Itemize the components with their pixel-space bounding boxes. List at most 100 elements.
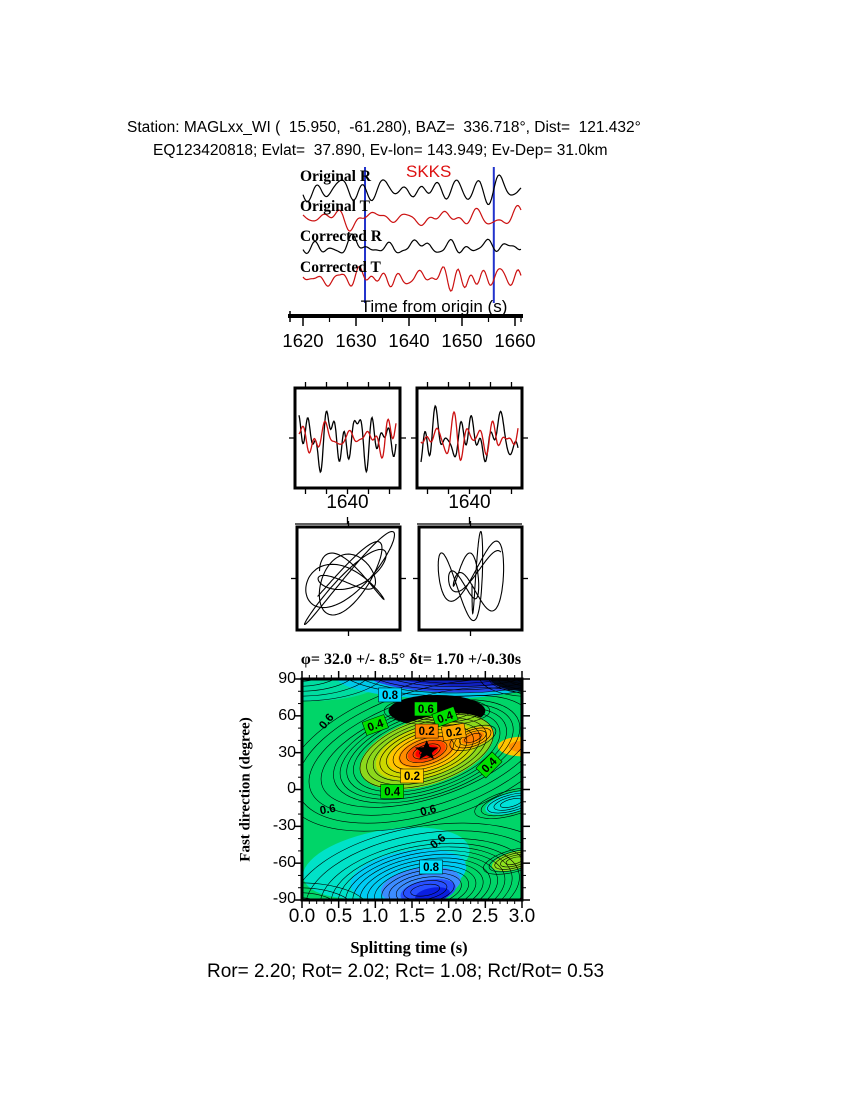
contour-line: [449, 724, 497, 751]
contour-line: [330, 842, 520, 900]
contour-label: 0.8: [378, 687, 402, 703]
seismogram-trace: [302, 204, 522, 232]
event-header-line: EQ123420818; Evlat= 37.890, Ev-lon= 143.…: [153, 142, 608, 159]
y-tick-m30: -30: [272, 817, 296, 834]
time-axis-label: Time from origin (s): [360, 297, 508, 316]
time-tick-1640: 1640: [388, 330, 430, 351]
x-tick-25: 2.5: [471, 906, 499, 927]
y-tick-30: 30: [278, 744, 296, 761]
trace-label-corrected-r: Corrected R: [300, 228, 382, 245]
svg-text:0.8: 0.8: [423, 862, 440, 874]
contour-line: [464, 733, 482, 743]
contour-xlabel: Splitting time (s): [350, 938, 468, 957]
y-tick-m60: -60: [272, 854, 296, 871]
contour-line: [361, 679, 522, 694]
contour-line: [302, 822, 522, 900]
contour-line: [483, 846, 522, 875]
x-tick-05: 0.5: [325, 906, 353, 927]
trace-label-corrected-t: Corrected T: [300, 259, 381, 276]
station-header-line: Station: MAGLxx_WI ( 15.950, -61.280), B…: [127, 119, 641, 136]
seismogram-trace: [302, 233, 522, 255]
contour-line: [407, 679, 505, 684]
particle-motion-curve: [437, 530, 505, 622]
contour-line: [500, 854, 522, 868]
window-trace: [420, 410, 519, 462]
svg-text:0.2: 0.2: [419, 726, 435, 738]
contour-line: [305, 830, 522, 900]
contour-label: 0.6: [419, 803, 438, 819]
contour-line: [454, 727, 492, 749]
x-tick-10: 1.0: [361, 906, 389, 927]
x-tick-30: 3.0: [508, 906, 536, 927]
contour-line: [339, 703, 514, 800]
contour-line: [308, 687, 522, 816]
contour-line: [375, 679, 522, 691]
contour-label: 0.4: [361, 714, 389, 736]
contour-line: [390, 679, 522, 687]
trace-label-original-r: Original R: [300, 168, 372, 185]
contour-line: [320, 695, 522, 808]
contour-label: 0.2: [440, 722, 467, 742]
contour-line: [353, 710, 501, 793]
result-line: Ror= 2.20; Rot= 2.02; Rct= 1.08; Rct/Rot…: [207, 961, 605, 982]
time-tick-1650: 1650: [441, 330, 483, 351]
contour-line: [480, 789, 522, 817]
window-trace: [298, 410, 397, 474]
contour-label: 0.2: [400, 768, 424, 784]
contour-line: [399, 736, 454, 767]
contour-line: [494, 851, 522, 870]
svg-text:0.4: 0.4: [366, 717, 386, 734]
contour-region: [508, 741, 522, 753]
trace-label-original-t: Original T: [300, 198, 370, 215]
time-tick-1630: 1630: [335, 330, 377, 351]
window-left-tick-label: 1640: [326, 492, 369, 513]
x-tick-15: 1.5: [398, 906, 426, 927]
contour-frame: [294, 671, 530, 908]
window-trace: [420, 404, 519, 463]
particle-motion-panels: [291, 521, 528, 636]
contour-label: 0.4: [380, 784, 404, 799]
window-waveform-panels: [289, 382, 528, 525]
svg-text:0.2: 0.2: [404, 771, 420, 783]
contour-line: [488, 849, 522, 873]
time-tick-1660: 1660: [494, 330, 536, 351]
y-tick-0: 0: [287, 780, 296, 797]
best-fit-star: [414, 740, 439, 760]
contour-line: [474, 787, 522, 819]
x-tick-20: 2.0: [435, 906, 463, 927]
contour-line: [302, 679, 522, 824]
contour-line: [395, 876, 455, 900]
x-tick-00: 0.0: [288, 906, 316, 927]
contour-region: [485, 791, 522, 815]
error-surface-contour-map: 0.80.6 0.40.4 0.2 0.20.40.20.40.60.6 0.60.60…: [302, 679, 522, 900]
svg-text:0.6: 0.6: [319, 803, 337, 818]
contour-line: [459, 730, 487, 746]
contour-label: 0.8: [419, 859, 443, 875]
y-tick-90: 90: [278, 670, 296, 687]
svg-text:0.4: 0.4: [384, 786, 401, 798]
svg-text:0.6: 0.6: [419, 803, 438, 819]
svg-text:0.4: 0.4: [436, 709, 456, 726]
trace-panel: [288, 167, 523, 326]
svg-text:0.2: 0.2: [445, 726, 463, 741]
contour-line: [506, 679, 522, 686]
time-tick-1620: 1620: [282, 330, 324, 351]
contour-label: 0.6: [414, 701, 438, 717]
contour-line: [493, 795, 522, 811]
contour-line: [319, 838, 522, 900]
contour-line: [352, 854, 498, 900]
contour-title: φ= 32.0 +/- 8.5° δt= 1.70 +/-0.30s: [300, 651, 522, 668]
contour-label: 0.6: [319, 803, 337, 818]
contour-line: [345, 850, 506, 900]
phase-label-skks: SKKS: [406, 162, 452, 181]
window-trace: [298, 418, 397, 459]
window-right-tick-label: 1640: [448, 492, 491, 513]
y-tick-60: 60: [278, 707, 296, 724]
svg-text:0.8: 0.8: [382, 690, 399, 702]
contour-label: 0.2: [414, 723, 439, 739]
contour-label: 0.4: [431, 706, 459, 728]
particle-motion-curve: [303, 530, 396, 626]
contour-line: [406, 739, 448, 764]
